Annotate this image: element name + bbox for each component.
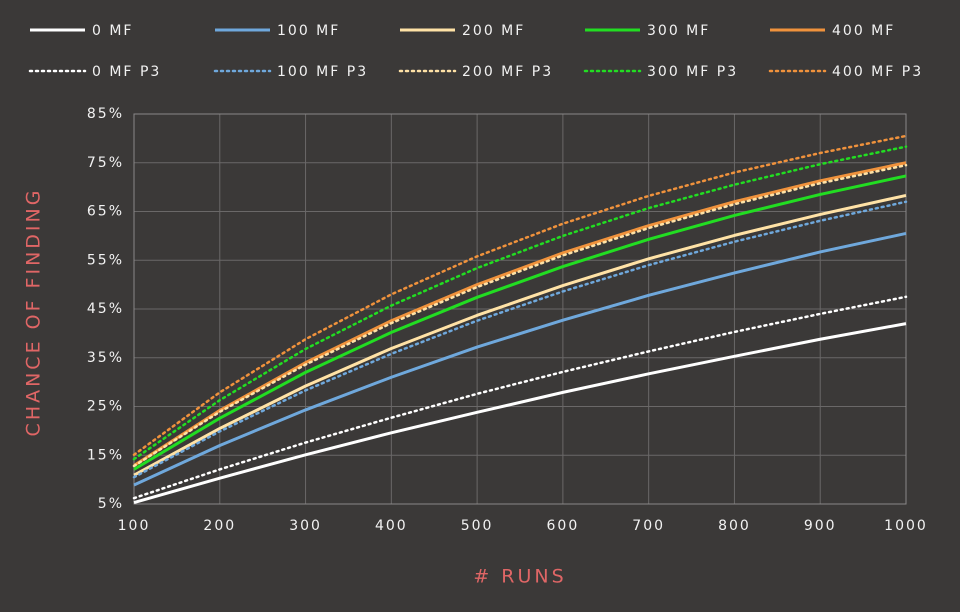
legend-label: 200 MF bbox=[462, 23, 525, 39]
legend-label: 0 MF bbox=[92, 23, 134, 39]
x-tick-label: 800 bbox=[718, 518, 751, 534]
series-line bbox=[133, 193, 907, 477]
legend-label: 200 MF P3 bbox=[462, 64, 553, 80]
series-line bbox=[132, 145, 908, 461]
plot-frame bbox=[133, 113, 907, 505]
series-line bbox=[133, 161, 907, 467]
x-tick-label: 1000 bbox=[884, 518, 928, 534]
x-tick-label: 400 bbox=[375, 518, 408, 534]
legend-label: 100 MF bbox=[277, 23, 340, 39]
y-tick-label: 15% bbox=[87, 447, 124, 463]
y-tick-label: 85% bbox=[87, 106, 124, 122]
y-tick-label: 65% bbox=[87, 204, 124, 220]
series-line bbox=[132, 295, 908, 500]
y-axis-title: CHANCE OF FINDING bbox=[23, 188, 45, 437]
y-tick-label: 55% bbox=[87, 252, 124, 268]
y-tick-label: 75% bbox=[87, 155, 124, 171]
x-tick-label: 100 bbox=[118, 518, 151, 534]
y-tick-label: 35% bbox=[87, 350, 124, 366]
x-axis-title: # RUNS bbox=[473, 566, 566, 588]
x-tick-label: 200 bbox=[203, 518, 236, 534]
legend-label: 300 MF bbox=[647, 23, 710, 39]
legend-label: 0 MF P3 bbox=[92, 64, 161, 80]
series-line bbox=[132, 163, 908, 468]
series-line bbox=[133, 322, 907, 504]
y-tick-label: 45% bbox=[87, 301, 124, 317]
series-line bbox=[132, 200, 908, 479]
legend-label: 100 MF P3 bbox=[277, 64, 368, 80]
x-tick-label: 700 bbox=[632, 518, 665, 534]
legend-label: 400 MF bbox=[832, 23, 895, 39]
x-tick-label: 900 bbox=[804, 518, 837, 534]
series-line bbox=[133, 231, 907, 487]
x-tick-label: 500 bbox=[461, 518, 494, 534]
legend-label: 300 MF P3 bbox=[647, 64, 738, 80]
y-tick-label: 25% bbox=[87, 399, 124, 415]
series-line bbox=[133, 174, 907, 471]
legend-label: 400 MF P3 bbox=[832, 64, 923, 80]
x-tick-label: 600 bbox=[547, 518, 580, 534]
x-tick-label: 300 bbox=[289, 518, 322, 534]
y-tick-label: 5% bbox=[98, 496, 124, 512]
series-line bbox=[132, 134, 908, 457]
